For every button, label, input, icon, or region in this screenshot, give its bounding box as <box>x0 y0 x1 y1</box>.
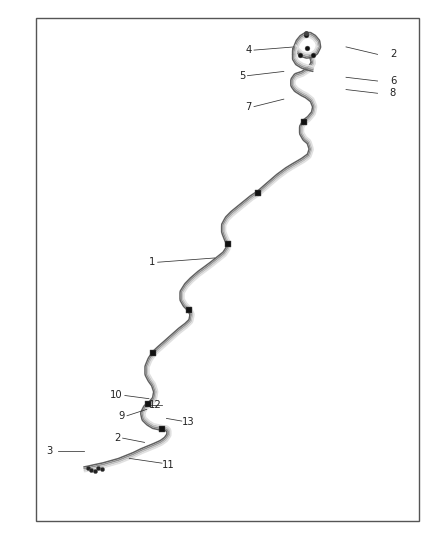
Text: 7: 7 <box>245 102 252 111</box>
Text: 1: 1 <box>149 257 155 267</box>
Text: 12: 12 <box>149 400 162 410</box>
Text: 10: 10 <box>110 391 123 400</box>
Text: 9: 9 <box>118 411 125 421</box>
Text: 11: 11 <box>162 460 175 470</box>
Text: 13: 13 <box>182 417 194 427</box>
Text: 6: 6 <box>390 76 396 86</box>
Text: 3: 3 <box>46 447 53 456</box>
Text: 5: 5 <box>239 71 245 80</box>
Text: 2: 2 <box>390 50 396 59</box>
Bar <box>36 18 419 521</box>
Text: 2: 2 <box>114 433 120 443</box>
Text: 4: 4 <box>246 45 252 55</box>
Text: 8: 8 <box>390 88 396 98</box>
